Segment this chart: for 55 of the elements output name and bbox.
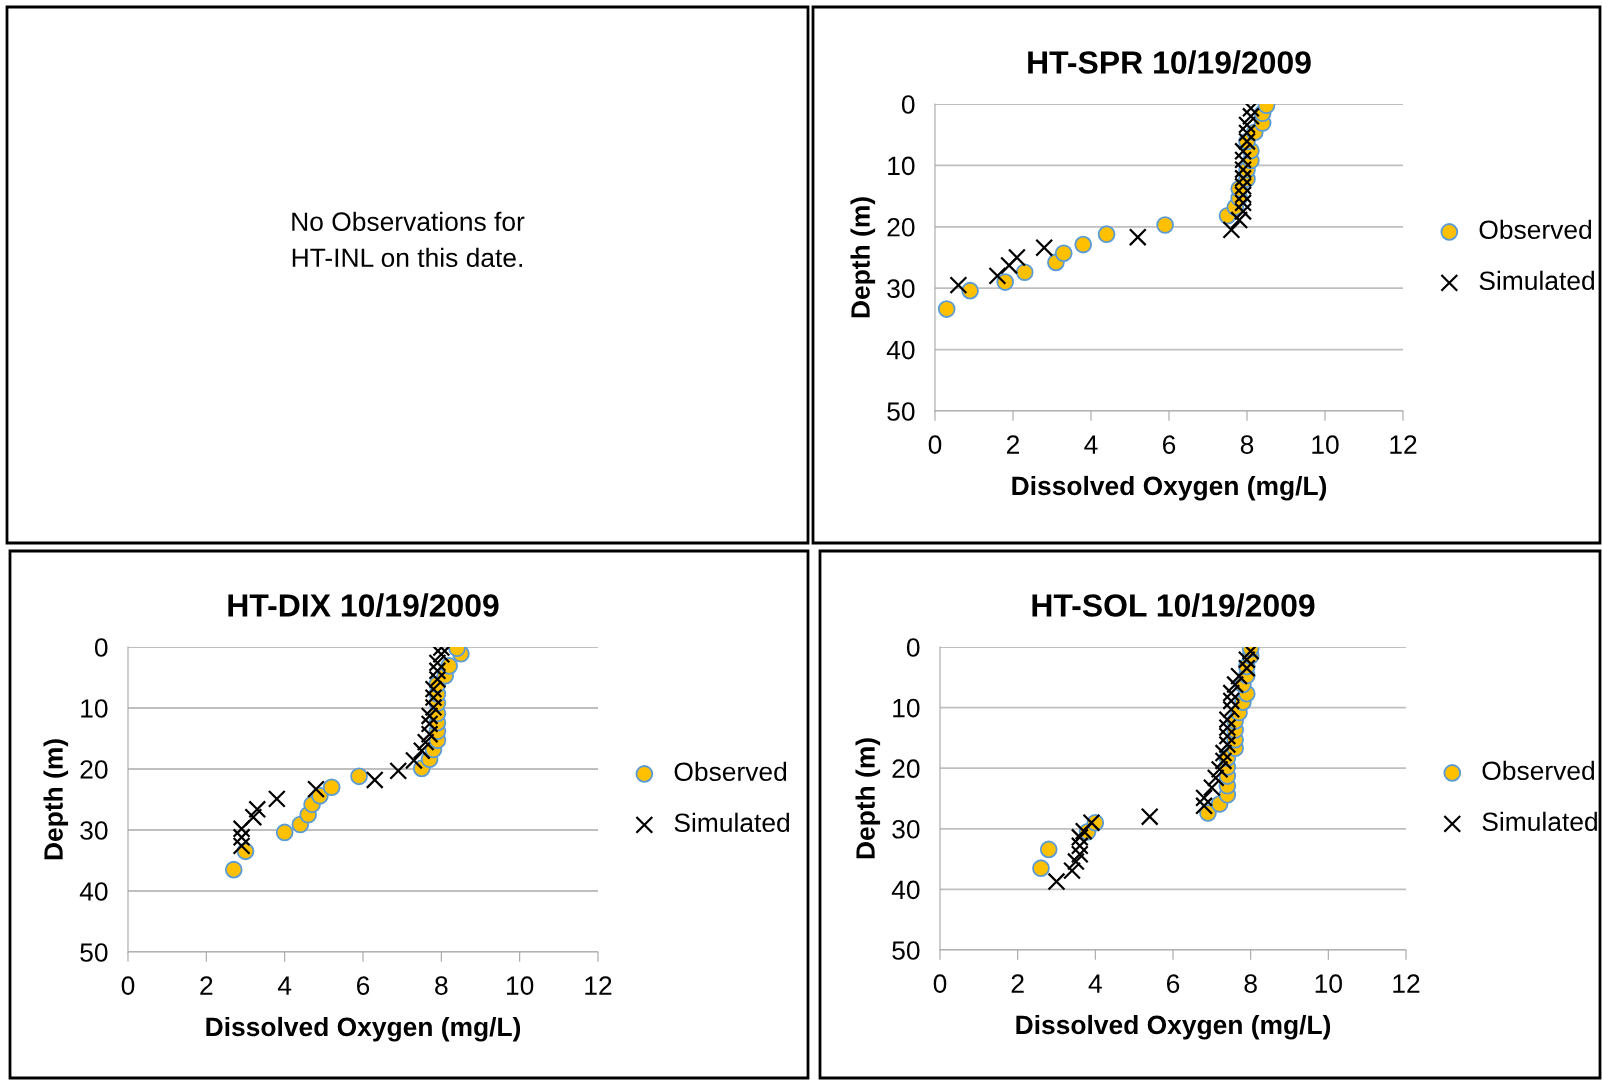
y-tick-label: 0 — [906, 638, 920, 657]
y-tick-label: 10 — [888, 156, 915, 176]
x-tick-label: 12 — [1393, 974, 1420, 993]
x-axis-title: Dissolved Oxygen (mg/L) — [1012, 475, 1327, 501]
legend-label: Observed — [674, 761, 787, 782]
y-axis-title: Depth (m) — [850, 197, 876, 318]
chart-title: HT-SOL 10/19/2009 — [1032, 593, 1315, 618]
chart-title: HT-SPR 10/19/2009 — [1028, 50, 1311, 75]
y-axis-title: Depth (m) — [43, 739, 69, 860]
chart-title: HT-DIX 10/19/2009 — [228, 593, 499, 618]
y-tick-label: 20 — [80, 760, 108, 779]
x-tick-label: 0 — [121, 976, 135, 995]
x-tick-label: 12 — [585, 976, 612, 995]
x-tick-label: 6 — [1163, 435, 1176, 454]
y-tick-label: 50 — [887, 402, 915, 421]
x-tick-label: 6 — [1167, 974, 1180, 993]
x-tick-label: 10 — [507, 976, 534, 995]
y-tick-label: 10 — [893, 698, 920, 718]
y-tick-label: 10 — [81, 699, 108, 718]
x-tick-label: 8 — [435, 976, 448, 995]
legend-label: Simulated — [1479, 270, 1594, 291]
y-tick-label: 20 — [892, 759, 920, 779]
y-tick-label: 0 — [901, 95, 915, 114]
y-tick-label: 20 — [887, 217, 915, 237]
x-tick-label: 0 — [933, 974, 947, 993]
y-tick-label: 40 — [891, 880, 920, 900]
y-tick-label: 50 — [892, 941, 920, 960]
y-tick-label: 40 — [886, 340, 915, 360]
x-tick-label: 2 — [1011, 974, 1024, 993]
y-tick-label: 30 — [892, 819, 920, 839]
text: No Observations for HT-INL on this date. — [292, 211, 525, 268]
x-axis-title: Dissolved Oxygen (mg/L) — [1016, 1014, 1331, 1040]
x-tick-label: 0 — [928, 435, 942, 454]
x-tick-label: 8 — [1244, 974, 1257, 993]
x-tick-label: 10 — [1315, 974, 1342, 993]
y-tick-label: 40 — [79, 882, 108, 901]
x-tick-label: 6 — [357, 976, 370, 995]
y-tick-label: 30 — [887, 279, 915, 299]
y-tick-label: 0 — [94, 638, 108, 657]
y-tick-label: 50 — [80, 943, 108, 962]
y-tick-label: 30 — [80, 821, 108, 840]
x-axis-title: Dissolved Oxygen (mg/L) — [206, 1016, 521, 1042]
x-tick-label: 10 — [1312, 435, 1339, 454]
y-axis-title: Depth (m) — [855, 738, 881, 859]
legend-label: Observed — [1479, 219, 1592, 240]
x-tick-label: 2 — [1006, 435, 1020, 454]
x-tick-label: 4 — [277, 976, 292, 995]
x-tick-label: 4 — [1084, 435, 1098, 454]
legend-label: Observed — [1482, 760, 1594, 781]
legend-label: Simulated — [674, 812, 790, 833]
x-tick-label: 8 — [1240, 435, 1254, 454]
x-tick-label: 12 — [1390, 435, 1417, 454]
x-tick-label: 4 — [1088, 974, 1102, 993]
legend-label: Simulated — [1482, 811, 1597, 832]
x-tick-label: 2 — [200, 976, 213, 995]
